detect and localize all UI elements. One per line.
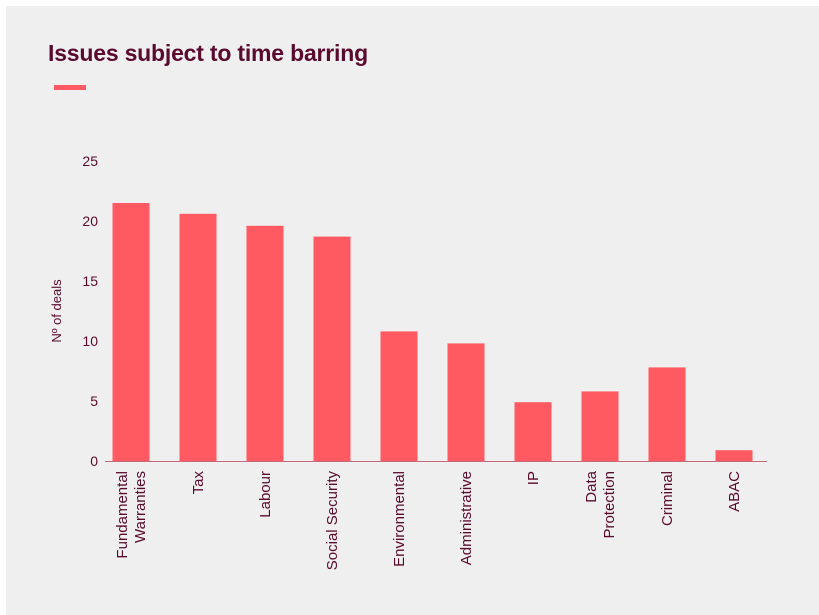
bar bbox=[380, 331, 418, 461]
title-accent-bar bbox=[54, 85, 86, 90]
category-label: Environmental bbox=[391, 471, 408, 567]
bar bbox=[648, 367, 686, 461]
category-label: Data bbox=[583, 470, 600, 502]
bar bbox=[514, 402, 552, 461]
bar bbox=[246, 225, 284, 461]
bar bbox=[715, 450, 753, 461]
category-label: Social Security bbox=[324, 471, 341, 571]
y-tick-label: 0 bbox=[90, 453, 98, 469]
y-tick-label: 20 bbox=[82, 213, 98, 229]
category-label: Protection bbox=[601, 471, 618, 539]
bar bbox=[581, 391, 619, 461]
category-label: Tax bbox=[190, 471, 207, 495]
category-label: IP bbox=[525, 471, 542, 485]
bar bbox=[313, 236, 351, 461]
category-label: Criminal bbox=[659, 471, 676, 526]
category-label: Warranties bbox=[132, 471, 149, 543]
chart-title: Issues subject to time barring bbox=[48, 40, 368, 66]
bar bbox=[447, 343, 485, 461]
category-label: ABAC bbox=[726, 471, 743, 512]
bar bbox=[179, 213, 217, 461]
category-label: Administrative bbox=[458, 471, 475, 565]
bar bbox=[112, 203, 150, 461]
y-tick-label: 10 bbox=[82, 333, 98, 349]
category-label: Labour bbox=[257, 471, 274, 518]
y-tick-label: 15 bbox=[82, 273, 98, 289]
y-axis-title: Nº of deals bbox=[49, 279, 64, 343]
y-tick-label: 25 bbox=[82, 153, 98, 169]
category-label: Fundamental bbox=[114, 471, 131, 559]
y-tick-label: 5 bbox=[90, 393, 98, 409]
